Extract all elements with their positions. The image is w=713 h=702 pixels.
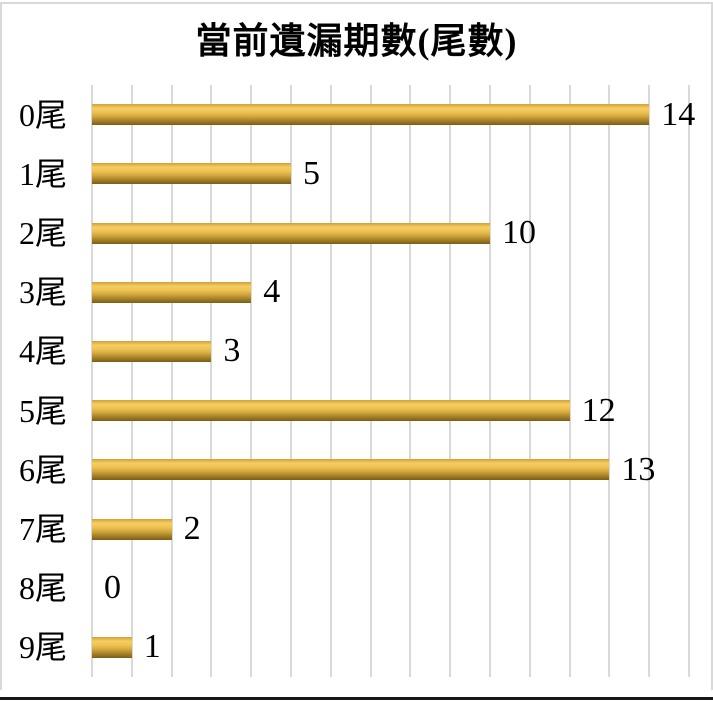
bar	[92, 340, 212, 362]
bar	[92, 636, 132, 658]
value-label: 2	[183, 510, 201, 547]
value-label: 5	[303, 154, 320, 192]
gridline	[170, 85, 173, 677]
chart-border-left	[0, 2, 2, 690]
gridline	[688, 85, 690, 677]
category-label: 9尾	[18, 629, 67, 666]
value-label: 1	[143, 628, 161, 666]
bar	[92, 400, 570, 422]
gridline	[608, 85, 611, 677]
gridline	[290, 85, 292, 677]
value-label: 13	[621, 450, 656, 488]
value-label: 4	[263, 273, 281, 311]
value-label: 10	[502, 214, 536, 251]
category-label: 4尾	[18, 333, 67, 370]
bar	[92, 104, 650, 126]
category-label: 2尾	[18, 215, 67, 251]
gridline	[130, 85, 133, 677]
gridline	[329, 85, 332, 677]
category-label: 8尾	[18, 570, 67, 607]
bar	[92, 518, 172, 540]
category-label: 0尾	[18, 96, 67, 133]
gridline	[210, 85, 213, 677]
gridline	[369, 85, 372, 677]
gridline	[449, 85, 452, 677]
value-label: 3	[223, 332, 241, 370]
bar	[92, 459, 610, 481]
category-label: 6尾	[18, 451, 67, 488]
gridline	[528, 85, 531, 677]
chart-border-right	[711, 2, 713, 690]
category-label: 5尾	[18, 392, 67, 429]
value-label: 14	[661, 95, 696, 133]
gridline	[250, 85, 253, 677]
gridline	[648, 85, 651, 677]
bottom-border-line	[0, 697, 713, 700]
bar	[92, 163, 291, 185]
value-label: 12	[581, 391, 616, 429]
gridline	[91, 85, 93, 677]
gridline	[489, 85, 491, 677]
gridline	[568, 85, 571, 677]
bar	[92, 222, 490, 244]
chart-border-top	[0, 2, 713, 4]
chart-title: 當前遺漏期數(尾數)	[195, 21, 518, 61]
value-label: 0	[104, 569, 121, 607]
bar	[92, 281, 252, 303]
category-label: 1尾	[18, 155, 67, 192]
gridline	[409, 85, 412, 677]
category-label: 3尾	[18, 274, 67, 311]
category-label: 7尾	[18, 511, 67, 547]
